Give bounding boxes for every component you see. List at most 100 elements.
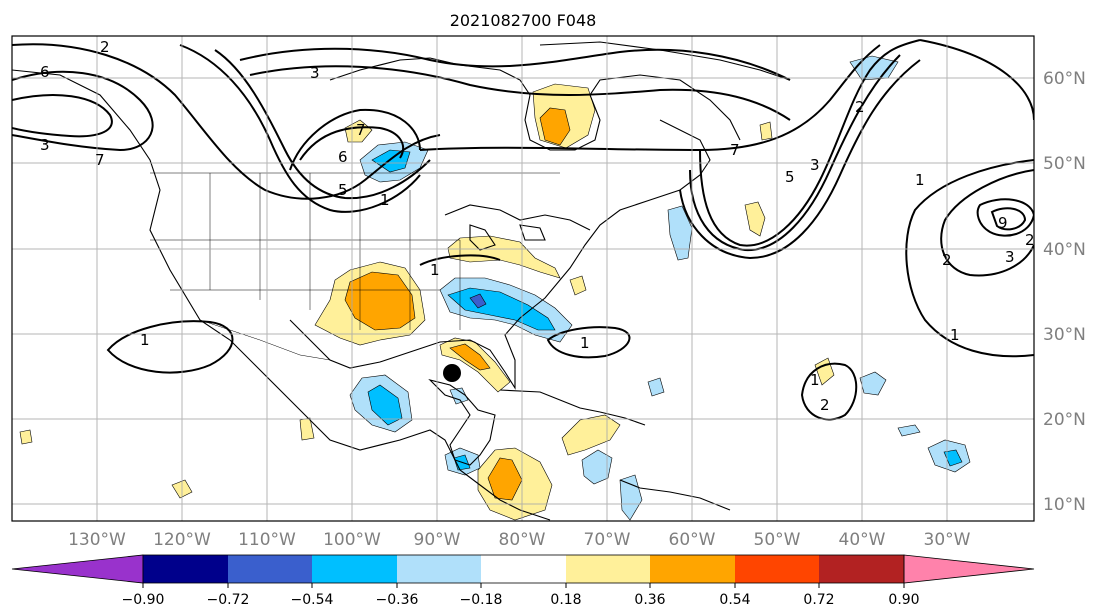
contour-22 [419, 254, 501, 266]
contour-label: 1 [140, 331, 150, 349]
arctic-islands [539, 41, 791, 81]
great-lakes [444, 204, 591, 231]
colorbar-segment [397, 555, 481, 583]
longitude-labels: 130°W 120°W 110°W 100°W 90°W 80°W 70°W 6… [68, 530, 971, 550]
strong-positive-anomaly-hudson-bay [539, 107, 571, 146]
contour-label: 6 [338, 148, 348, 166]
latitude-labels: 60°N 50°N 40°N 30°N 20°N 10°N [1043, 69, 1086, 515]
us-mexico-border [199, 319, 351, 369]
colorbar-tick-label: 0.54 [719, 592, 750, 608]
contour-16 [940, 169, 1034, 277]
lon-label: 50°W [754, 530, 801, 550]
storm-center-marker [443, 364, 461, 382]
map-background [12, 36, 1034, 521]
contour-label: 1 [580, 334, 590, 352]
contour-4 [179, 44, 421, 213]
colorbar-segment [143, 555, 228, 583]
lat-label: 30°N [1043, 325, 1086, 345]
contour-3 [12, 94, 113, 138]
very-strong-negative-anomaly-southeast-us [469, 293, 487, 309]
contour-label: 2 [820, 396, 830, 414]
negative-anomaly-small-2 [897, 424, 921, 437]
colorbar-tick-label: 0.72 [803, 592, 834, 608]
lat-label: 40°N [1043, 240, 1086, 260]
contour-label: 2 [100, 38, 110, 56]
negative-anomaly-nova-scotia [667, 205, 693, 261]
colorbar-segment [819, 555, 904, 583]
contour-labels: 6 3 2 7 6 7 5 3 1 1 2 5 7 3 1 2 1 1 1 2 [40, 38, 1035, 414]
gridlines [12, 36, 1034, 521]
gulf-atlantic-coastline [289, 119, 711, 390]
positive-anomaly-labrador [759, 121, 773, 141]
lon-label: 90°W [414, 530, 461, 550]
political-borders [150, 172, 560, 369]
lat-label: 20°N [1043, 410, 1086, 430]
contour-label: 7 [356, 121, 366, 139]
lon-label: 120°W [153, 530, 211, 550]
lat-label: 50°N [1043, 154, 1086, 174]
contour-label: 1 [950, 326, 960, 344]
colorbar-segment [312, 555, 397, 583]
pacific-coastline [12, 69, 551, 521]
strong-positive-anomaly-southern-plains [344, 271, 416, 331]
contour-label: 1 [380, 191, 390, 209]
contour-14 [919, 39, 1034, 121]
contour-label: 2 [942, 251, 952, 269]
colorbar-extend-low [11, 554, 144, 584]
lat-label: 60°N [1043, 69, 1086, 89]
hispaniola-coastline [599, 411, 646, 426]
positive-anomaly-far-pacific [19, 429, 33, 445]
contour-label: 7 [730, 141, 740, 159]
contour-10 [419, 44, 881, 152]
contour-label: 1 [810, 371, 820, 389]
colorbar-segment [566, 555, 650, 583]
contour-label: 7 [95, 151, 105, 169]
lon-label: 110°W [238, 530, 296, 550]
contour-label: 3 [1005, 248, 1015, 266]
yucatan-coastline [428, 378, 496, 466]
lon-label: 80°W [499, 530, 546, 550]
contour-21 [546, 326, 631, 359]
contour-label: 6 [40, 63, 50, 81]
lake-michigan [469, 224, 496, 251]
colorbar-tick-label: −0.90 [122, 592, 165, 608]
strong-negative-anomaly-mexico [367, 384, 403, 426]
colorbar-tick-label: −0.18 [460, 592, 503, 608]
cuba-coastline [499, 389, 601, 413]
colorbar-tick-label: 0.90 [888, 592, 919, 608]
negative-anomaly-small-1 [647, 377, 665, 397]
map-frame [11, 35, 1035, 522]
contour-7 [299, 126, 405, 161]
colorbar-segment [228, 555, 312, 583]
contour-6 [289, 108, 421, 171]
colorbar-tick-label: −0.72 [207, 592, 250, 608]
map-title: 2021082700 F048 [450, 11, 597, 30]
lon-label: 100°W [323, 530, 381, 550]
contour-label: 1 [915, 171, 925, 189]
contour-9 [249, 65, 791, 121]
map-panel: 6 3 2 7 6 7 5 3 1 1 2 5 7 3 1 2 1 1 1 2 [11, 35, 1035, 522]
positive-anomaly-atlantic [744, 201, 766, 237]
contour-11 [699, 39, 921, 247]
negative-anomaly-central-atlantic [859, 371, 887, 396]
lon-label: 40°W [839, 530, 886, 550]
contour-20 [800, 362, 858, 421]
contour-8 [239, 47, 791, 81]
contour-1 [12, 43, 441, 200]
contour-13 [679, 59, 921, 260]
colorbar-frame [142, 554, 905, 584]
contour-label: 5 [785, 168, 795, 186]
contour-label: 1 [430, 261, 440, 279]
contour-label: 9 [998, 214, 1008, 232]
contour-label: 2 [1025, 231, 1035, 249]
lake-erie [519, 224, 546, 241]
contour-label: 5 [338, 181, 348, 199]
contour-label: 2 [855, 98, 865, 116]
colorbar-tick-label: −0.54 [291, 592, 334, 608]
lon-label: 30°W [924, 530, 971, 550]
contour-label: 3 [310, 64, 320, 82]
lat-label: 10°N [1043, 495, 1086, 515]
colorbar-segment [735, 555, 819, 583]
contour-19 [106, 320, 234, 374]
